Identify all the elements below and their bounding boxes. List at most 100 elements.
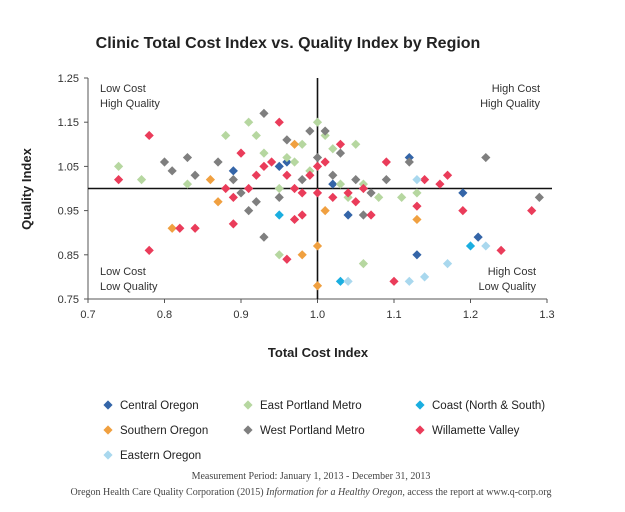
data-point	[312, 188, 323, 198]
quadrant-label-top-left: High Quality	[100, 98, 160, 110]
data-point	[351, 197, 361, 207]
legend-marker	[103, 450, 113, 460]
footer-source-prefix: Oregon Health Care Quality Corporation (…	[71, 487, 267, 498]
data-point	[244, 183, 254, 194]
data-point	[481, 152, 491, 163]
data-point	[381, 157, 391, 167]
data-point	[282, 170, 292, 180]
reference-lines	[88, 78, 552, 299]
x-tick-label: 0.7	[80, 309, 95, 321]
x-tick-label: 0.9	[233, 309, 248, 321]
data-point	[213, 197, 223, 207]
series-3	[167, 139, 422, 291]
data-point	[312, 241, 323, 251]
quadrant-label-bottom-right: Low Quality	[479, 281, 537, 293]
data-point	[228, 219, 238, 229]
legend-marker	[103, 400, 113, 410]
legend-label: Eastern Oregon	[120, 450, 201, 462]
data-point	[259, 148, 269, 158]
x-tick-label: 1.1	[386, 309, 401, 321]
data-point	[190, 223, 200, 233]
data-point	[335, 276, 346, 286]
data-point	[289, 214, 300, 225]
data-point	[236, 188, 246, 198]
data-point	[412, 175, 422, 185]
data-point	[404, 157, 414, 167]
series-6	[343, 175, 491, 286]
data-point	[259, 232, 269, 242]
data-point	[274, 250, 284, 260]
series-2	[274, 210, 476, 286]
data-point	[274, 192, 284, 202]
data-point	[297, 250, 307, 260]
data-point	[244, 206, 254, 216]
data-point	[328, 170, 338, 180]
data-point	[458, 188, 468, 198]
data-point	[481, 241, 491, 251]
data-point	[343, 276, 353, 286]
axes: 0.7 0.8 0.9 1.0 1.1 1.2 1.3 0.75 0.85 0.95 1.05 1.1…	[58, 73, 555, 321]
data-point	[442, 259, 453, 269]
data-point	[312, 161, 323, 171]
data-point	[259, 161, 269, 171]
data-point	[312, 117, 323, 127]
data-point	[297, 210, 307, 220]
data-point	[465, 241, 476, 251]
data-point	[412, 250, 422, 260]
data-point	[136, 175, 147, 185]
data-point	[420, 272, 430, 282]
data-point	[114, 175, 124, 185]
data-point	[228, 166, 238, 176]
legend-label: East Portland Metro	[260, 400, 362, 412]
data-point	[251, 130, 261, 141]
footer-source: Oregon Health Care Quality Corporation (…	[71, 487, 552, 498]
legend-marker	[103, 425, 113, 435]
legend-marker	[243, 400, 253, 410]
data-point	[144, 245, 154, 255]
data-point	[274, 210, 284, 220]
data-point	[244, 117, 254, 127]
x-tick-label: 1.2	[463, 309, 478, 321]
data-point	[221, 130, 231, 141]
series-5	[114, 117, 537, 286]
data-point	[527, 206, 537, 216]
data-point	[274, 183, 284, 194]
quadrant-label-top-right: High Quality	[480, 98, 540, 110]
chart-title: Clinic Total Cost Index vs. Quality Inde…	[96, 35, 481, 52]
legend: Central Oregon East Portland Metro Coast (…	[103, 400, 545, 462]
data-point	[343, 210, 353, 220]
data-point	[358, 210, 368, 220]
data-point	[412, 214, 422, 225]
data-point	[442, 170, 453, 180]
quadrant-label-top-right: High Cost	[492, 83, 540, 95]
data-point	[328, 144, 338, 154]
data-point	[251, 170, 261, 180]
legend-label: West Portland Metro	[260, 425, 365, 437]
data-point	[251, 197, 261, 207]
series-4	[159, 108, 544, 242]
data-point	[205, 175, 215, 185]
data-point	[114, 161, 124, 171]
quadrant-label-bottom-right: High Cost	[488, 266, 536, 278]
x-tick-label: 1.0	[310, 309, 325, 321]
data-point	[305, 170, 315, 180]
data-point	[297, 188, 307, 198]
data-point	[274, 117, 284, 127]
quadrant-label-bottom-left: Low Cost	[100, 266, 146, 278]
data-point	[374, 192, 384, 202]
footer-source-suffix: access the report at www.q-corp.org	[405, 487, 552, 498]
legend-label: Coast (North & South)	[432, 400, 545, 412]
x-tick-label: 0.8	[157, 309, 172, 321]
data-point	[351, 139, 361, 149]
data-point	[282, 152, 292, 163]
data-point	[267, 157, 277, 167]
legend-marker	[415, 425, 425, 435]
data-point	[167, 223, 177, 233]
data-point	[282, 135, 292, 145]
y-tick-label: 1.05	[58, 161, 79, 173]
data-point	[473, 232, 483, 242]
data-point	[213, 157, 223, 167]
quadrant-labels: Low Cost High Quality High Cost High Qualit…	[100, 83, 540, 293]
data-point	[305, 126, 315, 136]
